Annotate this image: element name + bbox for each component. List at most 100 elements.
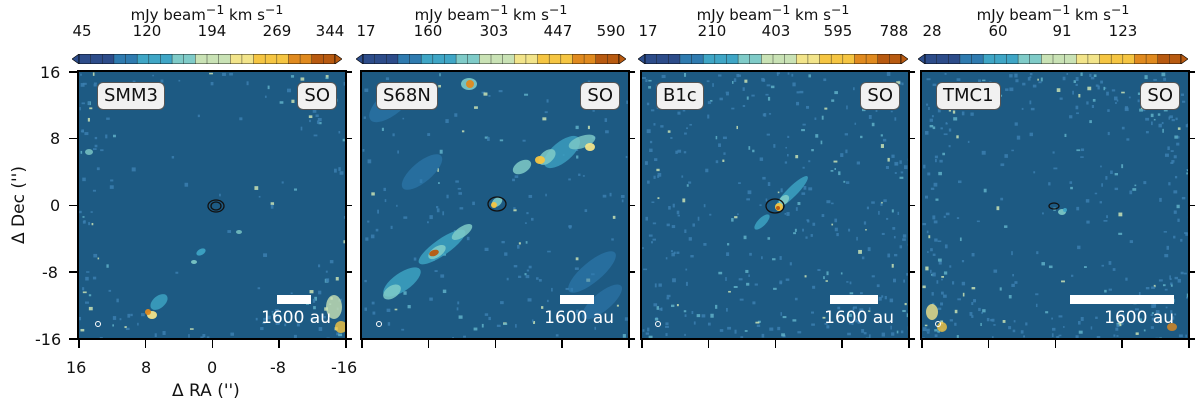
noise-speckle bbox=[834, 227, 838, 232]
tick-mark bbox=[345, 271, 352, 273]
noise-speckle bbox=[743, 235, 747, 240]
colorbar-segment bbox=[994, 54, 1007, 64]
noise-speckle bbox=[542, 117, 547, 121]
noise-speckle bbox=[696, 314, 701, 318]
colorbar-segment bbox=[645, 54, 658, 64]
noise-speckle bbox=[692, 223, 695, 227]
noise-speckle bbox=[438, 84, 441, 88]
noise-speckle bbox=[941, 291, 944, 295]
emission-blob bbox=[535, 156, 545, 164]
noise-speckle bbox=[93, 253, 98, 258]
noise-speckle bbox=[426, 221, 429, 224]
noise-speckle bbox=[1070, 186, 1073, 190]
noise-speckle bbox=[710, 99, 713, 102]
noise-speckle bbox=[889, 298, 894, 303]
noise-speckle bbox=[1072, 90, 1074, 95]
noise-speckle bbox=[843, 180, 846, 183]
noise-speckle bbox=[1161, 72, 1166, 77]
noise-speckle bbox=[863, 221, 867, 225]
noise-speckle bbox=[1157, 319, 1161, 323]
colorbar-segment bbox=[1111, 54, 1124, 64]
beam-ellipse bbox=[376, 321, 382, 327]
noise-speckle bbox=[219, 193, 221, 197]
noise-speckle bbox=[794, 228, 797, 232]
noise-speckle bbox=[87, 101, 90, 105]
noise-speckle bbox=[227, 230, 232, 233]
x-tick-label: 8 bbox=[141, 358, 152, 377]
colorbar-segment bbox=[1006, 54, 1019, 64]
noise-speckle bbox=[927, 251, 929, 253]
noise-speckle bbox=[1075, 83, 1078, 86]
noise-speckle bbox=[993, 324, 996, 326]
noise-speckle bbox=[1080, 148, 1085, 152]
cbar-tick-label: 788 bbox=[879, 22, 909, 40]
tick-mark bbox=[345, 338, 352, 340]
emission-blob bbox=[754, 214, 770, 230]
noise-speckle bbox=[821, 115, 824, 120]
noise-speckle bbox=[105, 134, 108, 139]
noise-speckle bbox=[1005, 88, 1009, 91]
colorbar-segment bbox=[948, 54, 961, 64]
noise-speckle bbox=[767, 237, 771, 240]
noise-speckle bbox=[1045, 311, 1049, 314]
noise-speckle bbox=[1137, 92, 1141, 95]
noise-speckle bbox=[339, 171, 344, 175]
noise-speckle bbox=[96, 167, 100, 171]
noise-speckle bbox=[1163, 77, 1167, 81]
continuum-contour bbox=[765, 198, 785, 214]
noise-speckle bbox=[924, 195, 928, 199]
noise-speckle bbox=[385, 77, 390, 81]
noise-speckle bbox=[1000, 94, 1003, 97]
noise-speckle bbox=[744, 330, 748, 332]
noise-speckle bbox=[840, 153, 844, 157]
noise-speckle bbox=[538, 279, 542, 282]
noise-speckle bbox=[844, 133, 848, 136]
noise-speckle bbox=[657, 172, 662, 177]
noise-speckle bbox=[524, 222, 527, 224]
cbar-tick-label: 120 bbox=[132, 22, 162, 40]
noise-speckle bbox=[808, 187, 813, 191]
noise-speckle bbox=[1093, 74, 1097, 77]
noise-speckle bbox=[456, 307, 459, 311]
noise-speckle bbox=[868, 310, 871, 312]
noise-speckle bbox=[1116, 335, 1119, 337]
cbar-tick-label: 28 bbox=[922, 22, 942, 40]
noise-speckle bbox=[1185, 334, 1187, 338]
emission-blob bbox=[926, 304, 938, 320]
noise-speckle bbox=[429, 297, 433, 301]
noise-speckle bbox=[1164, 254, 1169, 258]
noise-speckle bbox=[1151, 317, 1155, 321]
cbar-tick-label: 590 bbox=[596, 22, 626, 40]
noise-speckle bbox=[787, 135, 790, 139]
noise-speckle bbox=[785, 278, 790, 281]
colorbar-segment bbox=[409, 54, 422, 64]
noise-speckle bbox=[290, 292, 293, 295]
noise-speckle bbox=[291, 99, 295, 103]
emission-blob bbox=[196, 248, 206, 256]
noise-speckle bbox=[342, 138, 345, 142]
colorbar-segment bbox=[241, 54, 255, 64]
noise-speckle bbox=[131, 167, 136, 172]
noise-speckle bbox=[937, 240, 942, 243]
tick-mark bbox=[1054, 340, 1056, 348]
colorbar-segment bbox=[1134, 54, 1147, 64]
noise-speckle bbox=[1075, 335, 1079, 338]
noise-speckle bbox=[274, 309, 279, 312]
noise-speckle bbox=[887, 157, 890, 162]
noise-speckle bbox=[923, 164, 926, 169]
noise-speckle bbox=[1177, 127, 1181, 130]
noise-speckle bbox=[882, 138, 887, 142]
noise-speckle bbox=[896, 330, 899, 334]
noise-speckle bbox=[648, 79, 652, 82]
colorbar-title: mJy beam−1 km s−1 bbox=[976, 2, 1130, 24]
noise-speckle bbox=[718, 143, 721, 147]
noise-speckle bbox=[496, 324, 501, 327]
noise-speckle bbox=[901, 82, 904, 86]
noise-speckle bbox=[732, 81, 734, 84]
noise-speckle bbox=[740, 336, 744, 338]
noise-speckle bbox=[651, 201, 655, 203]
noise-speckle bbox=[79, 210, 82, 214]
noise-speckle bbox=[89, 107, 93, 110]
noise-speckle bbox=[1048, 182, 1051, 186]
noise-speckle bbox=[1089, 120, 1092, 124]
